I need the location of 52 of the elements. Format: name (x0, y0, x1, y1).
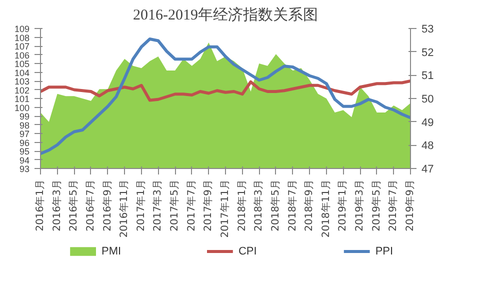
legend-label: PMI (102, 246, 122, 258)
y-tick-label: 108 (14, 32, 30, 43)
y-tick-label: 101 (14, 94, 30, 104)
y-tick-label: 100 (14, 102, 30, 113)
x-tick-label: 2019年3月 (354, 180, 366, 232)
y2-tick-label: 48 (422, 140, 434, 152)
legend-label: PPI (375, 246, 394, 258)
x-tick-label: 2016年7月 (84, 180, 96, 232)
x-tick-label: 2018年9月 (303, 180, 316, 232)
x-tick-label: 2019年9月 (404, 180, 416, 232)
y-tick-label: 103 (14, 76, 30, 86)
y-tick-label: 102 (14, 85, 30, 96)
y2-tick-label: 51 (422, 70, 434, 82)
y-tick-label: 107 (14, 42, 30, 52)
y-tick-label: 94 (19, 155, 30, 166)
x-tick-label: 2018年1月 (236, 180, 248, 232)
x-tick-label: 2017年3月 (152, 180, 164, 232)
chart-title: 2016-2019年经济指数关系图 (133, 6, 318, 24)
x-tick-label: 2016年9月 (101, 180, 114, 232)
y-tick-label: 104 (14, 68, 30, 78)
y2-tick-label: 52 (422, 46, 434, 59)
y-tick-label: 109 (14, 24, 30, 34)
y-tick-label: 98 (19, 120, 30, 130)
x-tick-label: 2016年1月 (34, 180, 46, 232)
y2-tick-label: 50 (422, 94, 434, 106)
y2-tick-label: 53 (422, 24, 434, 36)
y-tick-label: 97 (19, 129, 30, 139)
x-tick-label: 2016年5月 (68, 180, 80, 232)
x-tick-label: 2017年1月 (134, 180, 147, 232)
x-tick-label: 2019年1月 (336, 180, 349, 232)
x-tick-label: 2018年3月 (252, 180, 265, 232)
line-series (40, 80, 410, 102)
x-tick-label: 2017年5月 (168, 180, 181, 232)
y2-tick-label: 49 (422, 116, 434, 129)
x-tick-label: 2016年3月 (50, 180, 63, 232)
y-tick-label: 93 (19, 164, 30, 174)
x-tick-label: 2017年11月 (219, 179, 231, 238)
x-tick-label: 2018年11月 (320, 179, 332, 238)
x-tick-label: 2017年7月 (185, 180, 198, 232)
y-tick-label: 95 (19, 146, 30, 156)
x-tick-label: 2018年7月 (286, 180, 298, 232)
y-tick-label: 96 (19, 138, 30, 148)
y2-tick-label: 47 (422, 164, 434, 176)
x-tick-label: 2019年7月 (387, 180, 400, 232)
legend-label: CPI (238, 246, 257, 258)
x-tick-label: 2019年5月 (370, 180, 382, 232)
x-tick-label: 2017年9月 (202, 180, 214, 232)
y-tick-label: 99 (19, 112, 30, 122)
y-tick-label: 106 (14, 50, 30, 60)
x-tick-label: 2016年11月 (118, 179, 130, 238)
x-tick-label: 2018年5月 (269, 180, 282, 232)
y-tick-label: 105 (14, 59, 30, 69)
